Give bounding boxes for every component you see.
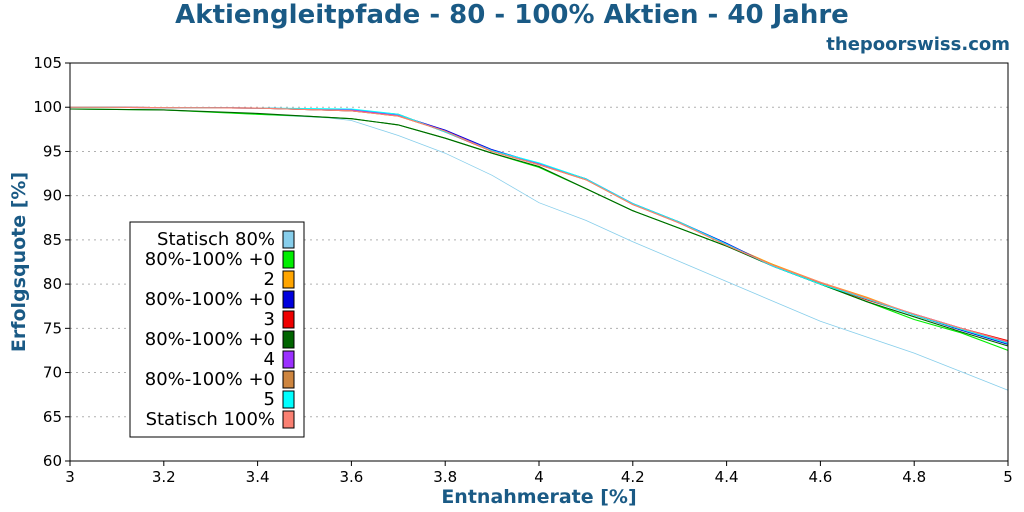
legend-swatch (282, 270, 295, 289)
legend-label: 4 (264, 349, 275, 370)
y-axis-label: Erfolgsquote [%] (8, 172, 30, 352)
x-tick-label: 4.2 (621, 468, 645, 486)
series-lines (69, 106, 1009, 391)
legend-label: 5 (264, 389, 275, 410)
legend-swatch (282, 250, 295, 269)
legend-label: 80%-100% +0 (145, 329, 275, 350)
legend-box (129, 221, 305, 438)
x-tick-label: 3.6 (339, 468, 363, 486)
series-line-9 (69, 106, 1009, 344)
series-line-6 (69, 108, 1009, 347)
x-tick-label: 3 (65, 468, 75, 486)
y-tick-label: 65 (43, 408, 62, 426)
axis-ticks: 60 65 70 75 80 85 90 95 100 105 3 3.2 3.4 3.6 3.8 4 4.2 4… (33, 54, 1012, 486)
x-axis-label: Entnahmerate [%] (441, 486, 636, 508)
legend-label: 3 (264, 309, 275, 330)
legend-swatch (282, 390, 295, 409)
x-tick-label: 5 (1003, 468, 1013, 486)
y-tick-label: 95 (43, 142, 62, 160)
y-tick-label: 100 (33, 98, 62, 116)
legend-swatch (282, 370, 295, 389)
y-tick-label: 75 (43, 319, 62, 337)
x-tick-label: 4 (534, 468, 544, 486)
x-tick-label: 4.8 (902, 468, 926, 486)
legend-swatch (282, 330, 295, 349)
y-tick-label: 80 (43, 275, 62, 293)
legend-swatch (282, 410, 295, 429)
legend-label: 80%-100% +0 (145, 289, 275, 310)
x-tick-label: 3.4 (246, 468, 270, 486)
x-tick-label: 3.8 (433, 468, 457, 486)
site-label: thepoorswiss.com (826, 34, 1010, 55)
legend-swatch (282, 290, 295, 309)
legend-swatch (282, 350, 295, 369)
legend-label: Statisch 100% (146, 409, 275, 430)
x-tick-label: 4.6 (808, 468, 832, 486)
legend-label: 2 (264, 269, 275, 290)
y-tick-label: 70 (43, 364, 62, 382)
y-tick-label: 85 (43, 231, 62, 249)
legend-swatch (282, 310, 295, 329)
y-tick-label: 90 (43, 187, 62, 205)
legend-swatch (282, 230, 295, 249)
y-tick-label: 60 (43, 452, 62, 470)
legend-label: 80%-100% +0 (145, 369, 275, 390)
chart-title: Aktiengleitpfade - 80 - 100% Aktien - 40… (175, 0, 849, 30)
y-tick-label: 105 (33, 54, 62, 72)
x-tick-label: 4.4 (715, 468, 739, 486)
legend-label: 80%-100% +0 (145, 249, 275, 270)
x-tick-label: 3.2 (152, 468, 176, 486)
series-line-10 (69, 106, 1009, 343)
legend-label: Statisch 80% (157, 229, 275, 250)
